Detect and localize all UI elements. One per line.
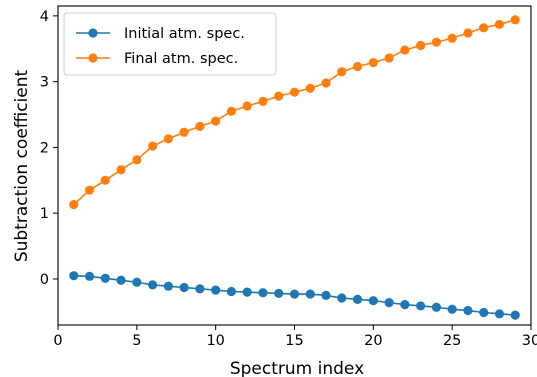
- y-tick-label: 2: [40, 140, 49, 156]
- x-tick-label: 30: [522, 333, 537, 349]
- legend-marker: [88, 53, 98, 63]
- data-point: [384, 53, 394, 63]
- data-point: [226, 286, 237, 297]
- ticks-layer: 0 5 10 15 20 25 30 0 1 2 3 4: [40, 9, 537, 349]
- data-point: [211, 285, 221, 295]
- legend-label: Final atm. spec.: [124, 51, 238, 67]
- data-point: [400, 45, 410, 55]
- y-tick-label: 0: [40, 272, 49, 288]
- data-point: [305, 83, 315, 93]
- x-tick-label: 0: [53, 333, 62, 349]
- data-point: [368, 57, 378, 68]
- data-point: [337, 293, 347, 303]
- data-point: [274, 91, 284, 101]
- y-tick-label: 3: [40, 75, 49, 91]
- data-point: [447, 33, 457, 43]
- plot-frame: [57, 5, 532, 326]
- series-1: [69, 271, 520, 320]
- data-point: [510, 310, 520, 320]
- data-point: [431, 37, 441, 47]
- data-point: [494, 19, 505, 30]
- data-point: [195, 284, 205, 294]
- legend-box: [63, 12, 277, 76]
- data-point: [258, 288, 268, 298]
- data-point: [226, 106, 237, 116]
- data-point: [416, 301, 426, 311]
- data-point: [148, 280, 158, 290]
- data-point: [163, 134, 173, 144]
- data-point: [132, 155, 142, 165]
- data-point: [132, 277, 142, 287]
- data-point: [242, 101, 252, 111]
- data-point: [305, 289, 315, 299]
- data-point: [479, 23, 489, 33]
- data-point: [384, 298, 394, 308]
- data-point: [400, 300, 410, 310]
- data-point: [289, 289, 300, 299]
- x-tick-label: 25: [443, 333, 461, 349]
- data-point: [416, 40, 426, 51]
- data-point: [116, 275, 126, 285]
- data-point: [321, 78, 331, 88]
- data-point: [100, 273, 110, 283]
- data-point: [337, 67, 347, 77]
- data-point: [116, 165, 126, 175]
- data-point: [368, 296, 378, 306]
- data-point: [447, 304, 457, 314]
- x-tick-label: 20: [364, 333, 382, 349]
- data-point: [352, 61, 363, 72]
- x-tick-label: 15: [285, 333, 303, 349]
- data-point: [258, 96, 268, 106]
- data-point: [289, 87, 300, 97]
- data-point: [84, 185, 95, 195]
- x-tick-label: 10: [206, 333, 224, 349]
- data-point: [242, 287, 252, 297]
- legend-label: Initial atm. spec.: [124, 26, 245, 42]
- x-axis-label: Spectrum index: [230, 359, 364, 377]
- data-point: [179, 127, 189, 137]
- data-point: [463, 28, 473, 38]
- data-point: [69, 200, 79, 210]
- data-point: [163, 281, 173, 291]
- data-point: [463, 305, 473, 316]
- y-tick-label: 1: [40, 206, 49, 222]
- x-tick-label: 5: [132, 333, 141, 349]
- data-point: [479, 307, 489, 318]
- data-point: [274, 288, 284, 299]
- data-point: [321, 290, 331, 301]
- legend: Initial atm. spec. Final atm. spec.: [63, 12, 277, 76]
- data-point: [84, 271, 95, 281]
- data-point: [100, 175, 110, 185]
- series-2: [69, 15, 520, 210]
- y-axis-label: Subtraction coefficient: [12, 69, 32, 262]
- series-layer: [69, 15, 520, 320]
- data-point: [352, 294, 363, 304]
- data-point: [211, 116, 221, 126]
- data-point: [179, 282, 189, 293]
- data-point: [510, 15, 520, 25]
- data-point: [494, 309, 505, 319]
- data-point: [431, 302, 441, 312]
- legend-marker: [88, 28, 98, 38]
- data-point: [69, 271, 79, 281]
- data-point: [195, 121, 205, 131]
- data-point: [148, 141, 158, 151]
- y-tick-label: 4: [40, 9, 49, 25]
